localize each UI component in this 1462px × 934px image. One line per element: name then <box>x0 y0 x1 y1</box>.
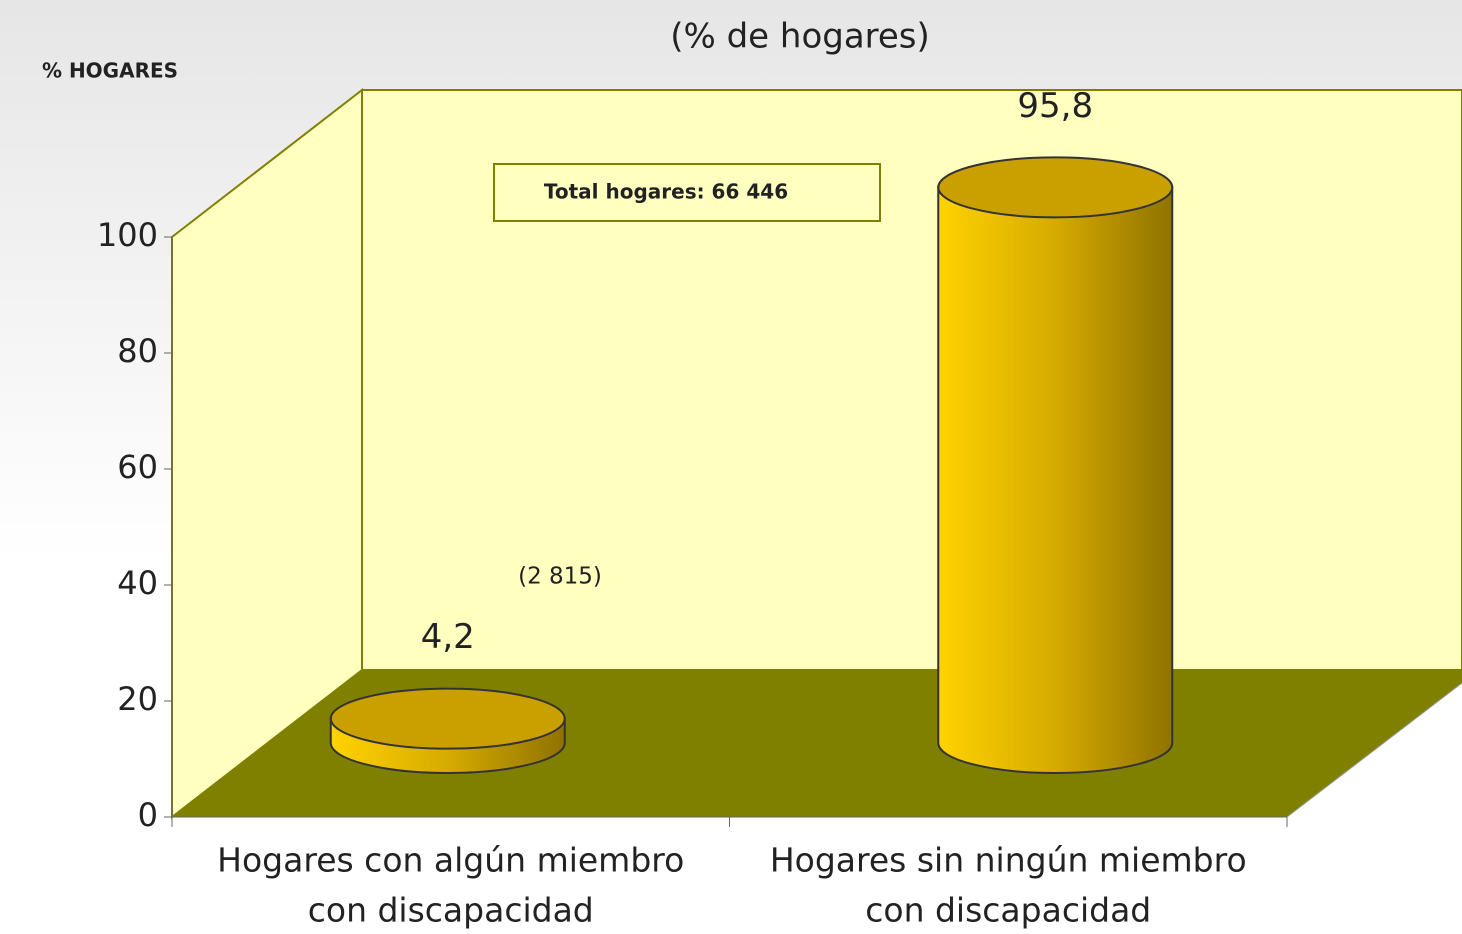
cylinder-top <box>329 687 566 750</box>
value-label: 95,8 <box>1017 86 1093 126</box>
value-label: 4,2 <box>421 617 475 657</box>
y-tick-label: 20 <box>117 680 158 718</box>
y-axis-label: % HOGARES <box>42 59 178 83</box>
cylinder-top <box>937 156 1174 219</box>
annotation: (2 815) <box>518 564 602 590</box>
x-tick-label: con discapacidad <box>865 891 1151 930</box>
chart-title: (% de hogares) <box>670 17 930 57</box>
y-tick-label: 0 <box>138 796 158 834</box>
floor-edge <box>1286 682 1462 818</box>
y-tick-label: 60 <box>117 448 158 486</box>
x-tick-label: con discapacidad <box>308 891 594 930</box>
y-tick-label: 100 <box>97 216 158 254</box>
y-tick-label: 40 <box>117 564 158 602</box>
annotation: Total hogares: 66 446 <box>544 180 788 204</box>
x-tick-label: Hogares sin ningún miembro <box>770 841 1247 880</box>
y-tick-label: 80 <box>117 332 158 370</box>
x-tick-label: Hogares con algún miembro <box>217 841 684 880</box>
cylinder-body <box>937 186 1174 774</box>
annotation-box <box>493 163 881 222</box>
